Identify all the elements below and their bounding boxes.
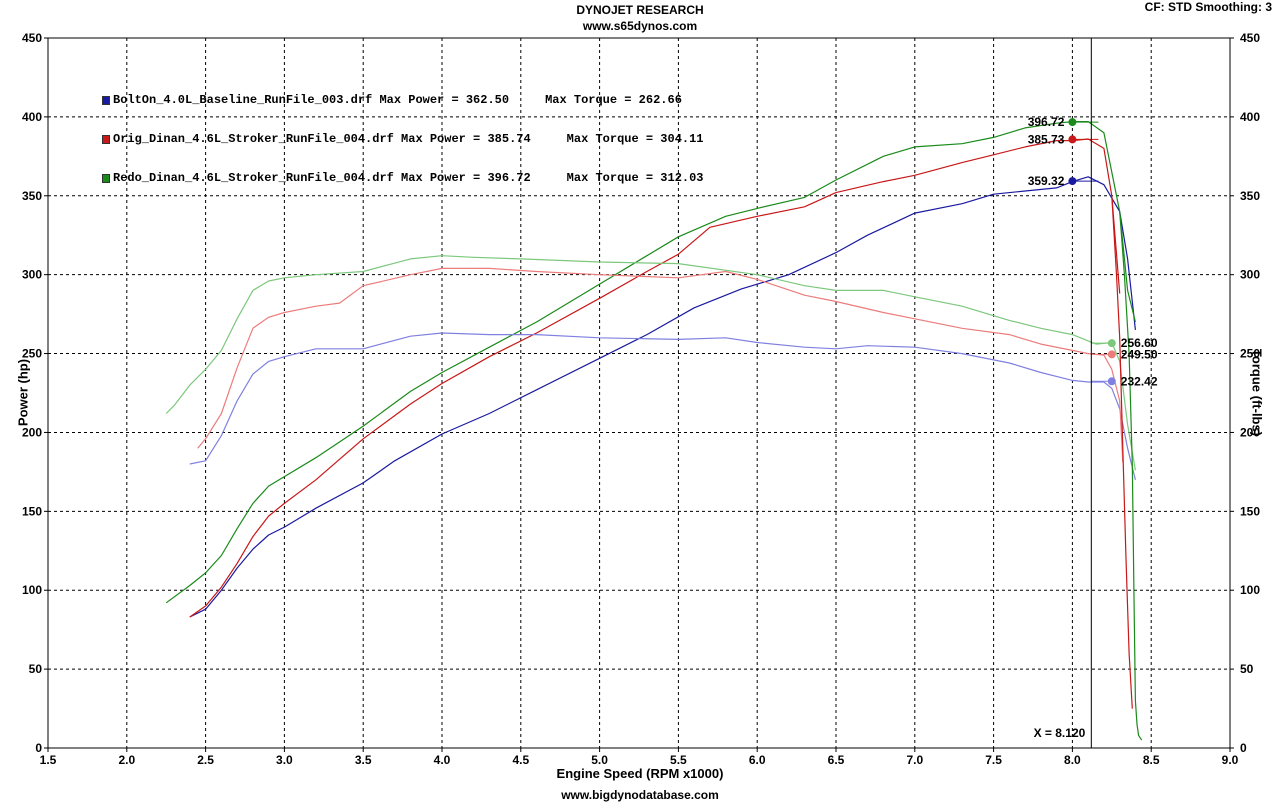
series-group bbox=[165, 120, 1143, 741]
series-line-torque bbox=[189, 332, 1136, 480]
y-tick-label-right: 150 bbox=[1240, 504, 1260, 518]
legend-entry: Redo_Dinan_4.6L_Stroker_RunFile_004.drf … bbox=[102, 172, 704, 185]
settings-label: CF: STD Smoothing: 3 bbox=[1144, 0, 1272, 14]
y-tick-label-right: 350 bbox=[1240, 189, 1260, 203]
legend-entry: Orig_Dinan_4.6L_Stroker_RunFile_004.drf … bbox=[102, 133, 704, 146]
x-tick-label: 4.5 bbox=[512, 753, 529, 767]
series-line-torque bbox=[197, 267, 1124, 463]
marker-label: 249.50 bbox=[1121, 347, 1158, 361]
x-tick-label: 9.0 bbox=[1222, 753, 1239, 767]
y-tick-label-left: 50 bbox=[29, 662, 43, 676]
x-tick-label: 2.5 bbox=[197, 753, 214, 767]
x-tick-label: 6.5 bbox=[828, 753, 845, 767]
x-tick-label: 8.5 bbox=[1143, 753, 1160, 767]
x-tick-label: 5.5 bbox=[670, 753, 687, 767]
legend-text: Orig_Dinan_4.6L_Stroker_RunFile_004.drf … bbox=[113, 132, 704, 146]
y-tick-label-right: 0 bbox=[1240, 741, 1247, 755]
y-tick-label-right: 100 bbox=[1240, 583, 1260, 597]
y-tick-label-left: 450 bbox=[22, 31, 42, 45]
series-line-power bbox=[165, 120, 1136, 604]
x-tick-label: 3.5 bbox=[355, 753, 372, 767]
y-tick-label-left: 300 bbox=[22, 268, 42, 282]
marker-label: 359.32 bbox=[1028, 174, 1065, 188]
y-tick-label-right: 50 bbox=[1240, 662, 1254, 676]
legend-text: Redo_Dinan_4.6L_Stroker_RunFile_004.drf … bbox=[113, 171, 704, 185]
series-line-drop bbox=[1119, 211, 1143, 741]
marker-label: 232.42 bbox=[1121, 374, 1158, 388]
series-line-torque bbox=[165, 255, 1136, 471]
y-tick-label-left: 400 bbox=[22, 110, 42, 124]
marker-label: 385.73 bbox=[1028, 132, 1065, 146]
grid bbox=[48, 38, 1230, 748]
y-tick-label-left: 100 bbox=[22, 583, 42, 597]
plot-frame bbox=[47, 37, 1231, 749]
legend-entry: BoltOn_4.0L_Baseline_RunFile_003.drf Max… bbox=[102, 94, 704, 107]
x-tick-label: 4.0 bbox=[434, 753, 451, 767]
y-axis-label-right: Torque (ft-lbs) bbox=[1249, 348, 1265, 437]
cursor-label: X = 8.120 bbox=[1034, 726, 1086, 740]
y-tick-label-left: 250 bbox=[22, 347, 42, 361]
x-tick-label: 6.0 bbox=[749, 753, 766, 767]
y-tick-label-left: 150 bbox=[22, 504, 42, 518]
x-tick-label: 7.5 bbox=[985, 753, 1002, 767]
marker-label: 396.72 bbox=[1028, 115, 1065, 129]
axes: 1.5 2.0 2.5 3.0 3.5 4.0 4.5 5.0 5.5 6.0 6.5 7.0 7.5 8… bbox=[22, 31, 1260, 767]
y-tick-label-left: 350 bbox=[22, 189, 42, 203]
chart-subtitle: www.s65dynos.com bbox=[582, 19, 698, 33]
cursor: X = 8.120 bbox=[1034, 38, 1092, 748]
x-tick-label: 2.0 bbox=[118, 753, 135, 767]
y-tick-label-right: 300 bbox=[1240, 268, 1260, 282]
y-tick-label-right: 450 bbox=[1240, 31, 1260, 45]
legend: BoltOn_4.0L_Baseline_RunFile_003.drf Max… bbox=[102, 68, 704, 198]
y-tick-label-left: 0 bbox=[35, 741, 42, 755]
y-tick-label-right: 200 bbox=[1240, 425, 1260, 439]
y-tick-label-left: 200 bbox=[22, 425, 42, 439]
chart-title: DYNOJET RESEARCH bbox=[576, 3, 704, 17]
series-line-power bbox=[189, 138, 1121, 618]
x-tick-label: 7.0 bbox=[906, 753, 923, 767]
x-tick-label: 8.0 bbox=[1064, 753, 1081, 767]
y-tick-label-right: 250 bbox=[1240, 347, 1260, 361]
legend-swatch bbox=[102, 174, 110, 183]
legend-swatch bbox=[102, 135, 110, 144]
x-tick-label: 5.0 bbox=[591, 753, 608, 767]
series-line-drop bbox=[1111, 195, 1133, 709]
x-tick-label: 3.0 bbox=[276, 753, 293, 767]
x-axis-label: Engine Speed (RPM x1000) bbox=[556, 766, 724, 781]
y-axis-label-left: Power (hp) bbox=[15, 358, 31, 427]
x-tick-label: 1.5 bbox=[40, 753, 57, 767]
legend-swatch bbox=[102, 96, 110, 105]
footer-url: www.bigdynodatabase.com bbox=[561, 788, 719, 802]
legend-text: BoltOn_4.0L_Baseline_RunFile_003.drf Max… bbox=[113, 93, 682, 107]
y-tick-label-right: 400 bbox=[1240, 110, 1260, 124]
marker-label: 256.60 bbox=[1121, 336, 1158, 350]
